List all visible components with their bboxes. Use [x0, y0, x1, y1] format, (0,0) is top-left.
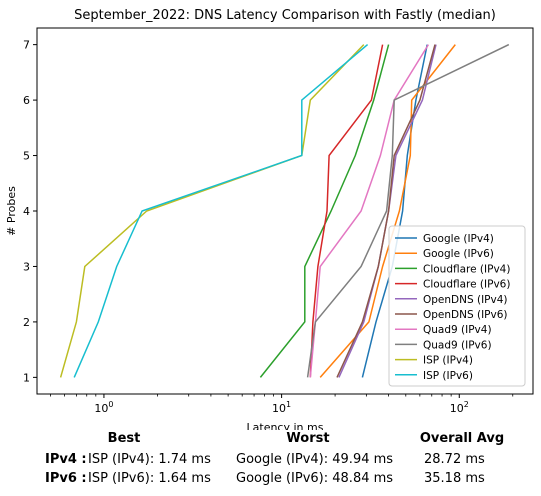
y-tick-label: 4: [23, 205, 30, 218]
summary-worst-value: Google (IPv6): 48.84 ms: [236, 471, 394, 486]
y-tick-label: 1: [23, 371, 30, 384]
summary-row-label: IPv4 :: [45, 452, 87, 467]
y-tick-label: 7: [23, 39, 30, 52]
axes: 1 2 3 4 5 6 7 100 101 102: [23, 27, 534, 415]
summary-avg-value: 35.18 ms: [424, 471, 485, 486]
y-tick-label: 5: [23, 150, 30, 163]
summary-table: Best Worst Overall Avg IPv4 : ISP (IPv4)…: [0, 430, 541, 496]
legend-box: [388, 225, 526, 387]
y-axis-label: # Probes: [5, 186, 18, 236]
series-line: [361, 44, 428, 378]
x-tick-label: 100: [94, 400, 113, 415]
summary-header-avg: Overall Avg: [419, 431, 505, 446]
series-line: [73, 44, 369, 378]
legend-label: ISP (IPv4): [423, 355, 473, 367]
legend-label: Google (IPv4): [423, 233, 494, 245]
summary-avg-value: 28.72 ms: [424, 452, 485, 467]
summary-header-worst: Worst: [286, 431, 330, 446]
series-line: [319, 44, 456, 378]
legend-label: OpenDNS (IPv6): [423, 309, 508, 321]
series-line: [259, 44, 390, 378]
summary-header-best: Best: [107, 431, 141, 446]
summary-row-label: IPv6 :: [45, 471, 87, 486]
summary-worst-value: Google (IPv4): 49.94 ms: [236, 452, 394, 467]
legend-label: OpenDNS (IPv4): [423, 294, 508, 306]
chart-title: September_2022: DNS Latency Comparison w…: [74, 8, 496, 23]
legend-label: Google (IPv6): [423, 248, 494, 260]
series-line: [306, 43, 510, 378]
x-tick-label: 101: [272, 400, 291, 415]
legend: Google (IPv4) Google (IPv6) Cloudflare (IP…: [388, 225, 526, 387]
legend-label: Cloudflare (IPv6): [423, 279, 510, 291]
series-line: [336, 44, 436, 378]
x-tick-label: 102: [450, 400, 469, 415]
series-lines: [59, 43, 510, 378]
summary-best-value: ISP (IPv4): 1.74 ms: [88, 452, 211, 467]
legend-label: Quad9 (IPv6): [423, 339, 492, 351]
legend-label: ISP (IPv6): [423, 370, 473, 382]
summary-best-value: ISP (IPv6): 1.64 ms: [88, 471, 211, 486]
y-tick-label: 2: [23, 316, 30, 329]
series-line: [309, 44, 384, 378]
chart: September_2022: DNS Latency Comparison w…: [5, 8, 534, 430]
x-axis-label: Latency in ms: [247, 421, 324, 430]
legend-label: Cloudflare (IPv4): [423, 263, 510, 275]
legend-label: Quad9 (IPv4): [423, 324, 492, 336]
y-tick-label: 6: [23, 94, 30, 107]
y-tick-label: 3: [23, 260, 30, 273]
series-line: [59, 44, 365, 378]
